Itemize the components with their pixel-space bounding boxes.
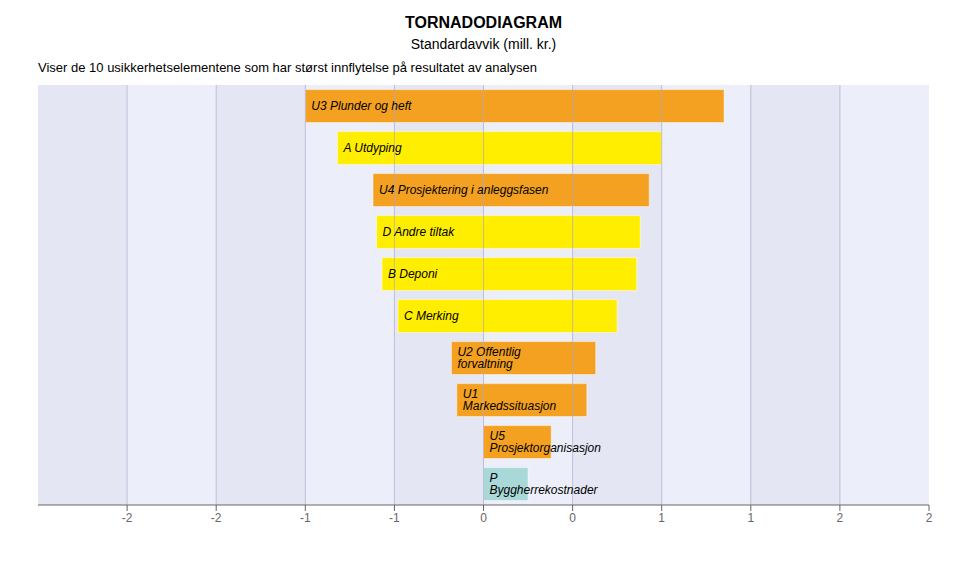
svg-text:U4 Prosjektering i anleggsfase: U4 Prosjektering i anleggsfasen [379,183,549,197]
svg-text:A Utdyping: A Utdyping [342,141,402,155]
svg-text:PByggherrekostnader: PByggherrekostnader [490,471,599,497]
svg-text:0: 0 [569,511,576,525]
svg-text:U3 Plunder og heft: U3 Plunder og heft [311,99,412,113]
html-text:Standardavvik (mill. kr.): Standardavvik (mill. kr.) [410,36,557,52]
svg-text:-2: -2 [122,511,133,525]
svg-text:C Merking: C Merking [404,309,459,323]
svg-text:1: 1 [747,511,754,525]
svg-text:2: 2 [926,511,933,525]
svg-text:2: 2 [837,511,844,525]
html-text:Viser de 10 usikkerhetselement: Viser de 10 usikkerhetselementene som ha… [38,60,538,75]
svg-text:-2: -2 [211,511,222,525]
svg-text:U1Markedssituasjon: U1Markedssituasjon [463,387,557,413]
svg-text:0: 0 [480,511,487,525]
svg-text:-1: -1 [389,511,400,525]
svg-text:1: 1 [658,511,665,525]
svg-text:D Andre tiltak: D Andre tiltak [383,225,456,239]
svg-text:-1: -1 [300,511,311,525]
svg-text:U2 Offentligforvaltning: U2 Offentligforvaltning [457,345,521,371]
html-text:TORNADODIAGRAM: TORNADODIAGRAM [405,14,562,31]
svg-text:B Deponi: B Deponi [388,267,438,281]
svg-text:U5Prosjektorganisasjon: U5Prosjektorganisasjon [490,429,602,455]
